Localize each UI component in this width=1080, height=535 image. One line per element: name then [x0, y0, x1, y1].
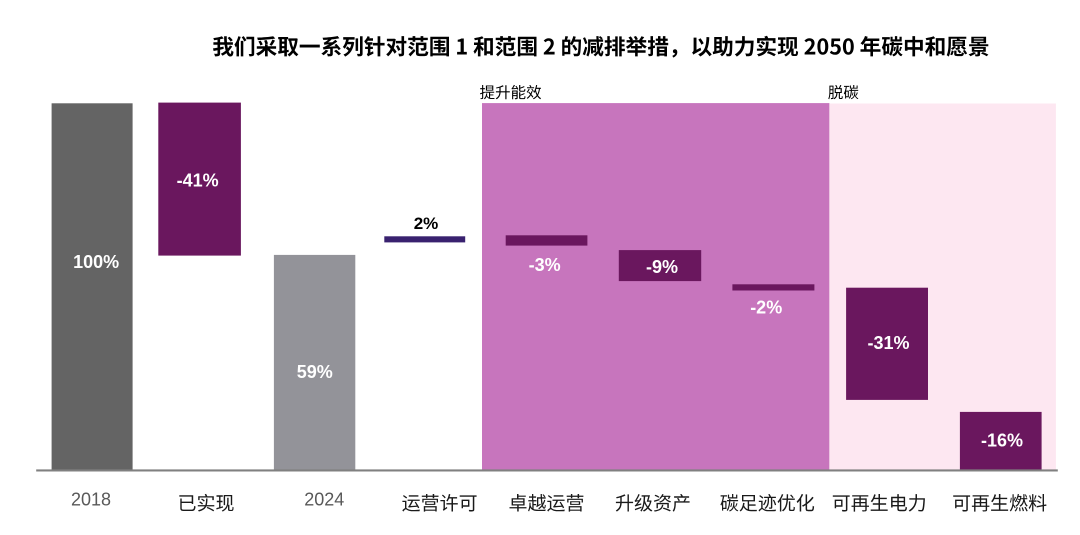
svg-text:2%: 2%: [414, 214, 439, 233]
svg-text:-3%: -3%: [529, 255, 561, 275]
svg-text:-16%: -16%: [981, 431, 1023, 451]
svg-text:59%: 59%: [297, 362, 333, 382]
svg-text:2018: 2018: [71, 490, 111, 510]
svg-text:-31%: -31%: [867, 333, 909, 353]
svg-text:2024: 2024: [304, 490, 344, 510]
svg-text:-41%: -41%: [177, 171, 219, 191]
svg-text:-9%: -9%: [646, 257, 678, 277]
svg-text:-2%: -2%: [750, 298, 782, 318]
svg-text:100%: 100%: [73, 252, 119, 272]
